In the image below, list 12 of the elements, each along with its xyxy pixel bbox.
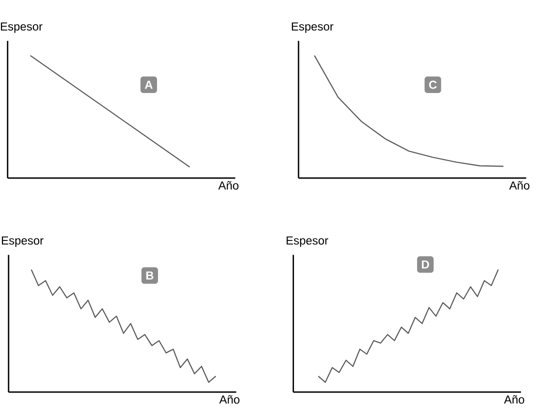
x-axis-title: Año [509,181,530,190]
x-axis-title: Año [504,395,524,404]
x-axis-title: Año [219,395,240,404]
x-axis-title: Año [218,181,238,190]
text: A [144,80,153,89]
y-axis-title: Espesor [286,236,328,248]
text: C [429,80,437,90]
y-axis-title: Espesor [2,236,44,248]
chart-title: B [146,272,154,280]
y-axis-title: Espesor [0,22,42,34]
chart-title: D [422,260,430,269]
y-axis-title: Espesor [292,22,334,34]
